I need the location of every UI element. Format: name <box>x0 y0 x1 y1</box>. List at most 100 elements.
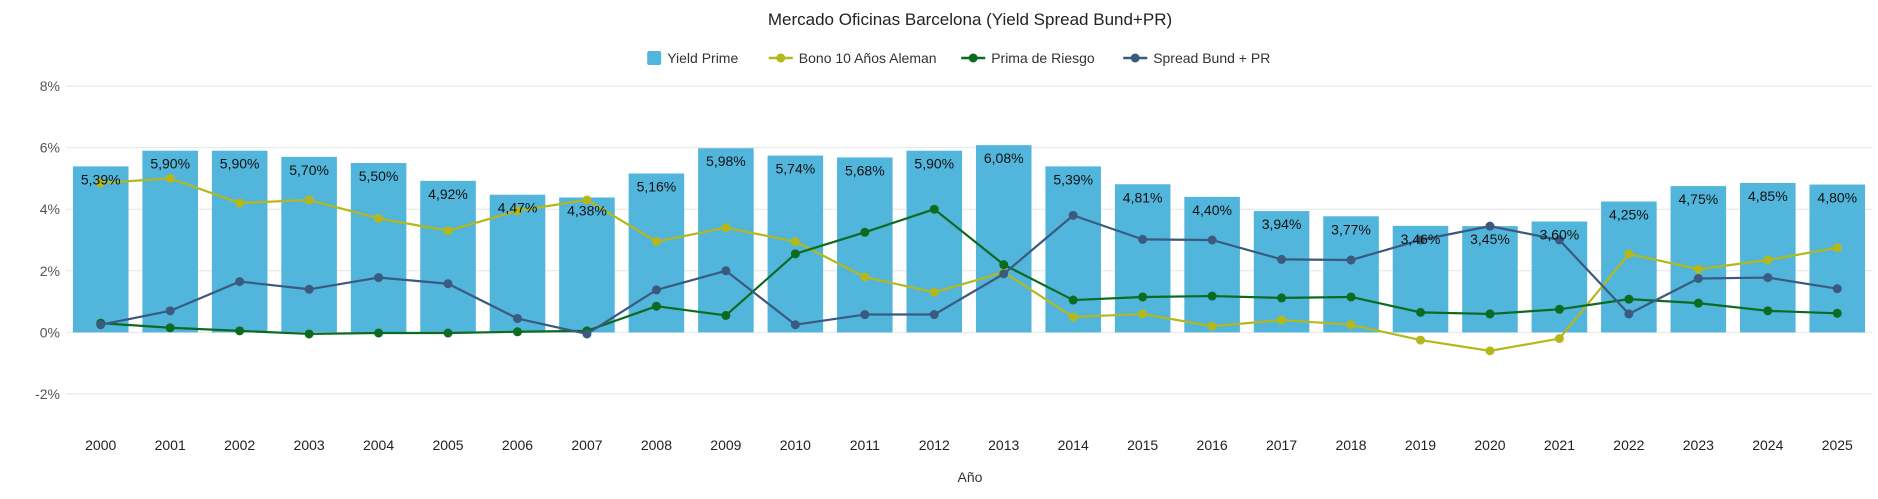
x-tick-label: 2008 <box>641 437 672 453</box>
bar-data-label: 4,80% <box>1817 190 1857 206</box>
bar-data-label: 5,90% <box>220 156 260 172</box>
point-spread-bund-pr <box>1624 309 1634 319</box>
bar-yield-prime <box>1184 196 1240 333</box>
x-tick-label: 2002 <box>224 437 255 453</box>
bar-yield-prime <box>350 163 407 333</box>
bar-data-label: 4,38% <box>567 202 607 218</box>
x-tick-label: 2013 <box>988 437 1019 453</box>
bar-yield-prime <box>906 150 963 333</box>
point-prima-de-riesgo <box>929 204 939 214</box>
bar-data-label: 5,70% <box>289 162 329 178</box>
point-bono-10-a-os-aleman <box>96 178 106 188</box>
point-prima-de-riesgo <box>1277 293 1287 303</box>
point-spread-bund-pr <box>1277 254 1287 264</box>
bar-yield-prime <box>72 166 129 333</box>
x-tick-label: 2015 <box>1127 437 1158 453</box>
x-tick-label: 2007 <box>571 437 602 453</box>
point-bono-10-a-os-aleman <box>1416 335 1425 345</box>
x-tick-label: 2010 <box>780 437 811 453</box>
x-tick-label: 2025 <box>1822 437 1853 453</box>
bar-data-label: 3,60% <box>1540 227 1580 243</box>
bar-data-label: 5,50% <box>359 168 399 184</box>
bar-yield-prime <box>559 197 615 333</box>
point-spread-bund-pr <box>165 306 175 316</box>
point-spread-bund-pr <box>1207 235 1217 245</box>
series-line-prima-de-riesgo <box>100 208 1838 336</box>
bar-data-label: 5,16% <box>637 178 677 194</box>
point-spread-bund-pr <box>1416 235 1425 245</box>
bar-data-label: 5,74% <box>775 161 815 177</box>
x-tick-label: 2021 <box>1544 437 1575 453</box>
point-spread-bund-pr <box>929 310 939 320</box>
y-tick-label: 4% <box>40 201 60 217</box>
x-tick-label: 2001 <box>155 437 186 453</box>
point-spread-bund-pr <box>860 310 870 320</box>
point-prima-de-riesgo <box>1346 292 1356 302</box>
legend-marker-spread-bund-pr <box>1130 53 1140 63</box>
bar-yield-prime <box>1114 184 1171 333</box>
point-bono-10-a-os-aleman <box>1485 346 1495 356</box>
point-spread-bund-pr <box>1832 284 1842 294</box>
x-tick-label: 2024 <box>1752 437 1783 453</box>
legend-marker-prima-de-riesgo <box>968 53 978 63</box>
point-prima-de-riesgo <box>304 329 314 339</box>
point-spread-bund-pr <box>1068 210 1078 220</box>
point-prima-de-riesgo <box>513 327 522 337</box>
point-spread-bund-pr <box>721 266 731 276</box>
bar-data-label: 6,08% <box>984 150 1024 166</box>
bar-yield-prime <box>1670 186 1727 333</box>
point-bono-10-a-os-aleman <box>1554 334 1564 344</box>
point-prima-de-riesgo <box>1693 298 1703 308</box>
point-spread-bund-pr <box>1346 255 1356 265</box>
x-tick-label: 2011 <box>850 437 880 453</box>
bar-data-label: 4,81% <box>1123 189 1163 205</box>
legend: Yield Prime Bono 10 Años Aleman Prima de R… <box>647 50 1270 66</box>
point-spread-bund-pr <box>1554 235 1564 245</box>
point-prima-de-riesgo <box>1624 294 1634 304</box>
point-bono-10-a-os-aleman <box>1207 321 1217 331</box>
point-prima-de-riesgo <box>1416 307 1425 317</box>
bar-yield-prime <box>698 148 754 333</box>
point-bono-10-a-os-aleman <box>1832 243 1842 253</box>
bar-data-label: 4,40% <box>1192 202 1232 218</box>
point-spread-bund-pr <box>1485 221 1495 231</box>
bar-data-label: 5,98% <box>706 153 746 169</box>
x-tick-label: 2019 <box>1405 437 1436 453</box>
bar-data-label: 4,92% <box>428 186 468 202</box>
point-bono-10-a-os-aleman <box>929 287 939 297</box>
x-tick-label: 2022 <box>1613 437 1644 453</box>
point-bono-10-a-os-aleman <box>721 223 731 233</box>
chart-title: Mercado Oficinas Barcelona (Yield Spread… <box>768 10 1172 29</box>
point-bono-10-a-os-aleman <box>1277 315 1287 325</box>
bar-yield-prime <box>1323 216 1379 333</box>
bar-data-label: 5,68% <box>845 162 885 178</box>
bar-data-label: 3,45% <box>1470 231 1510 247</box>
point-bono-10-a-os-aleman <box>1693 264 1703 274</box>
point-prima-de-riesgo <box>1207 291 1217 301</box>
point-bono-10-a-os-aleman <box>860 272 870 282</box>
bar-yield-prime <box>1045 166 1101 333</box>
bar-yield-prime <box>281 156 337 333</box>
point-prima-de-riesgo <box>1554 304 1564 314</box>
point-bono-10-a-os-aleman <box>513 206 522 216</box>
y-tick-label: 2% <box>40 263 60 279</box>
point-prima-de-riesgo <box>235 326 245 336</box>
point-bono-10-a-os-aleman <box>1138 309 1148 319</box>
bar-data-label: 5,39% <box>81 171 121 187</box>
series-line-bono-10-a-os-aleman <box>100 177 1838 352</box>
point-bono-10-a-os-aleman <box>1346 320 1356 330</box>
point-bono-10-a-os-aleman <box>374 213 384 223</box>
legend-label: Spread Bund + PR <box>1153 50 1270 66</box>
point-bono-10-a-os-aleman <box>790 237 800 247</box>
point-bono-10-a-os-aleman <box>235 198 245 208</box>
point-prima-de-riesgo <box>1068 295 1078 305</box>
y-tick-label: 6% <box>40 140 60 156</box>
bar-yield-prime <box>211 150 268 333</box>
point-bono-10-a-os-aleman <box>1624 249 1634 259</box>
bar-labels: 5,39% 5,90% 5,90% 5,70% 5,50% 4,92% 4,47% 4,38%… <box>81 150 1857 247</box>
bar-data-label: 4,25% <box>1609 207 1649 223</box>
point-spread-bund-pr <box>513 314 522 324</box>
point-spread-bund-pr <box>582 329 592 339</box>
